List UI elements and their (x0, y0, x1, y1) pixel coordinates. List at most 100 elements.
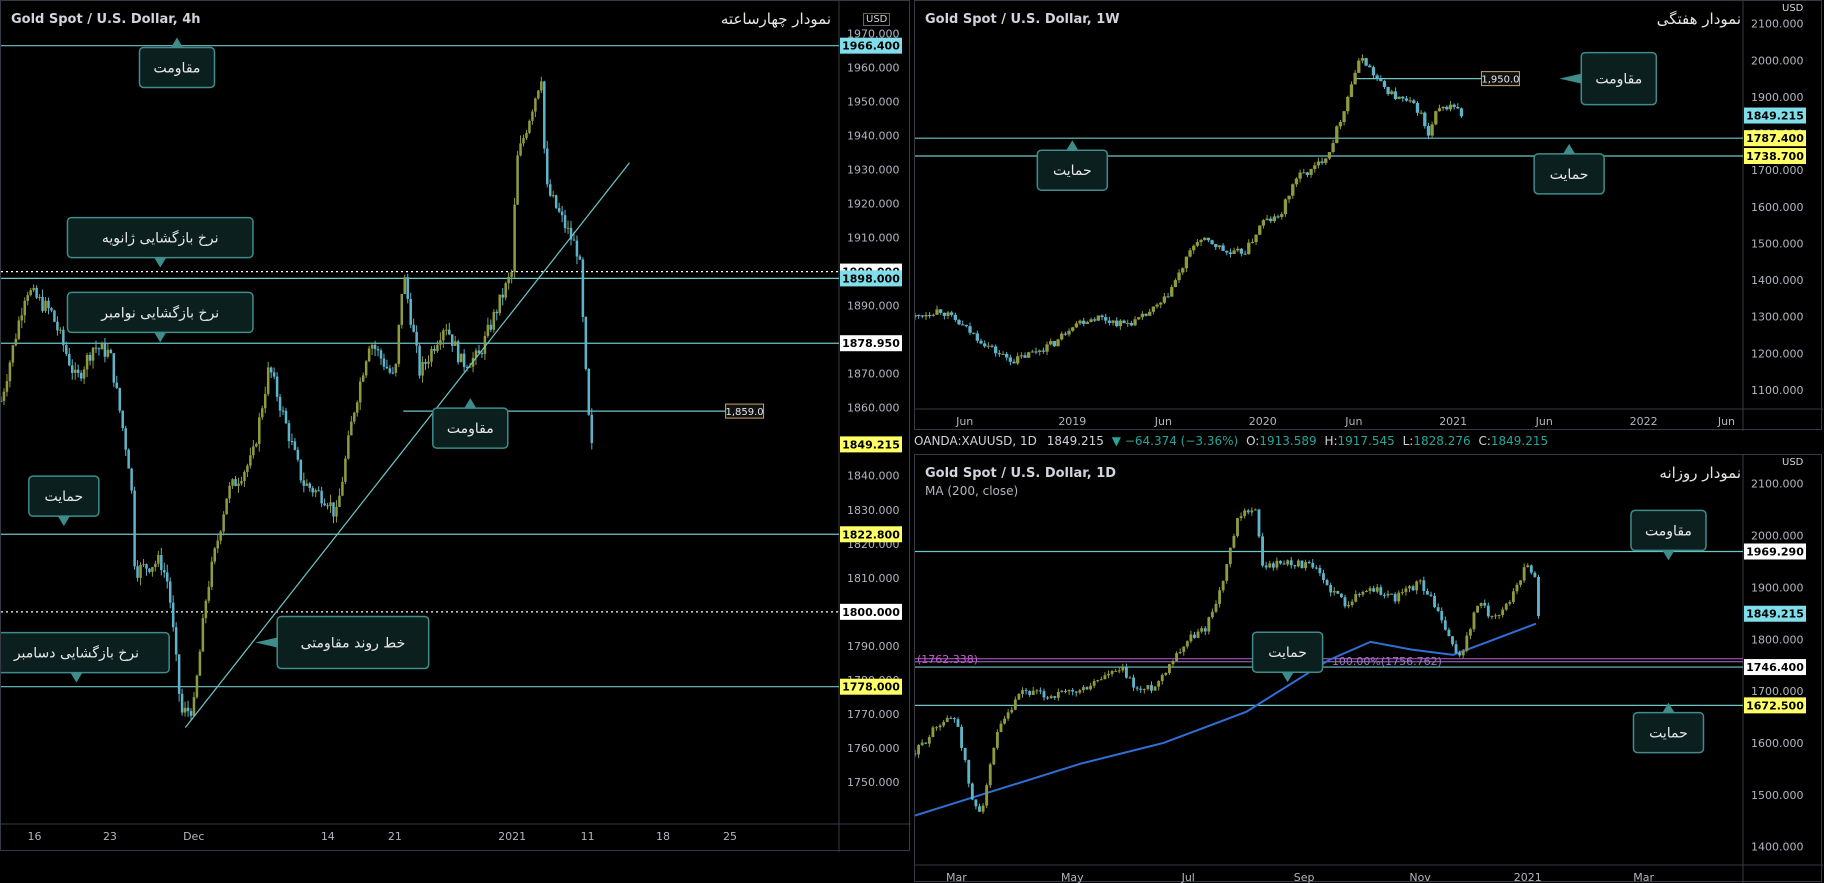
x-tick-label: Jun (955, 415, 973, 428)
candle-body (1476, 605, 1479, 613)
info-symbol: OANDA:XAUUSD, 1D (914, 434, 1037, 448)
candle-body (501, 294, 504, 298)
candle-body (1078, 320, 1082, 324)
chart-h4-currency: USD (863, 13, 891, 26)
candle-body (335, 506, 338, 517)
candle-body (44, 300, 47, 311)
candle-body (1423, 112, 1427, 127)
y-tick-label: 1900.000 (1751, 581, 1804, 594)
callout-label: حمایت (1053, 163, 1092, 179)
candle-body (1436, 607, 1440, 612)
candle-body (1526, 565, 1530, 568)
candle-body (278, 396, 282, 411)
chart-panel-4h[interactable]: 1750.0001760.0001770.0001780.0001790.000… (0, 0, 911, 852)
candle-body (927, 737, 931, 744)
x-tick-label: Nov (1409, 871, 1431, 883)
candle-body (963, 747, 967, 761)
chart-d1-svg[interactable]: 1400.000 1500.000 1600.000 1700.000 1800.000… (915, 455, 1823, 883)
callout-label: نرخ بازگشایی ژانویه (102, 230, 219, 247)
candle-body (237, 483, 240, 487)
candle-body (1122, 320, 1126, 324)
candle-body (1003, 718, 1007, 724)
candle-body (1486, 605, 1490, 617)
candle-body (293, 441, 297, 450)
x-tick-label: Jun (1344, 415, 1362, 428)
candle-body (988, 764, 992, 786)
chart-panel-daily[interactable]: 1400.000 1500.000 1600.000 1700.000 1800.000… (914, 454, 1823, 883)
level-price-label: 1738.700 (1746, 150, 1804, 163)
candle-body (1153, 686, 1157, 691)
candle-body (355, 402, 359, 413)
callout-label: حمایت (1550, 167, 1589, 183)
candle-body (1375, 587, 1379, 592)
candle-body (1357, 60, 1361, 73)
candle-body (953, 314, 958, 320)
y-tick-label: 1950.000 (847, 95, 900, 108)
callout-label: مقاومت (154, 60, 201, 76)
candle-body (1111, 320, 1115, 323)
candle-body (1501, 609, 1505, 615)
candle-body (1441, 106, 1445, 109)
level-price-label: 1778.000 (842, 681, 900, 694)
candle-body (1, 400, 3, 402)
candle-body (572, 239, 576, 241)
chart-h4-svg[interactable]: 1750.0001760.0001770.0001780.0001790.000… (1, 1, 911, 852)
candle-body (504, 283, 507, 298)
candle-body (1114, 670, 1118, 672)
ma-200-line (915, 622, 1537, 817)
candle-body (338, 495, 341, 507)
candle-body (1019, 355, 1024, 357)
candle-body (1045, 344, 1049, 352)
candle-body (1448, 104, 1453, 110)
x-tick-label: 2022 (1630, 415, 1658, 428)
candle-body (133, 490, 136, 567)
callout-pointer (1559, 73, 1582, 84)
chart-panel-weekly[interactable]: 1100.000 1200.000 1300.000 1400.000 1500.000… (914, 0, 1823, 431)
trendline (184, 162, 630, 728)
chart-w1-title: Gold Spot / U.S. Dollar, 1W (925, 12, 1120, 27)
info-high-label: H: (1324, 434, 1338, 448)
candle-body (255, 443, 258, 447)
candle-body (1056, 691, 1060, 698)
candle-body (1397, 592, 1401, 602)
candle-body (308, 483, 312, 488)
candle-body (486, 324, 490, 337)
chart-h4-fa-title: نمودار چهارساعته (720, 10, 831, 28)
candle-body (498, 294, 502, 314)
candle-body (1430, 124, 1434, 136)
candle-body (1178, 651, 1182, 654)
callout-bubble: خط روند مقاومتی (255, 615, 430, 670)
candle-body (1307, 562, 1311, 564)
candle-body (949, 717, 953, 719)
candle-body (1071, 327, 1075, 331)
candle-body (424, 361, 427, 364)
candle-body (350, 421, 353, 436)
candle-body (1142, 688, 1146, 690)
candle-body (584, 316, 588, 370)
candle-body (1160, 674, 1164, 681)
candle-body (1329, 585, 1333, 593)
callout-bubble: نرخ بازگشایی نوامبر (66, 291, 254, 343)
candle-body (1239, 516, 1243, 519)
callout-bubble: مقاومت (432, 398, 509, 449)
candle-body (1309, 168, 1313, 175)
candle-body (1034, 351, 1038, 353)
callout-bubble: مقاومت (1630, 509, 1707, 561)
callout-label: نرخ بازگشایی دسامبر (13, 645, 139, 662)
candle-body (1254, 234, 1258, 242)
level-price-box (840, 678, 902, 695)
candle-body (560, 211, 564, 216)
chart-w1-svg[interactable]: 1100.000 1200.000 1300.000 1400.000 1500.000… (915, 1, 1823, 431)
candle-body (974, 799, 978, 807)
y-tick-label: 1770.000 (847, 708, 900, 721)
candle-body (216, 540, 219, 549)
x-tick-label: Mar (1633, 871, 1654, 883)
y-tick-label: 1870.000 (847, 368, 900, 381)
candle-body (1382, 594, 1386, 596)
candle-body (1185, 641, 1189, 647)
candle-body (94, 347, 98, 349)
candle-body (448, 329, 451, 335)
candle-body (400, 293, 404, 325)
candle-body (1151, 306, 1156, 312)
candle-body (1250, 510, 1254, 513)
